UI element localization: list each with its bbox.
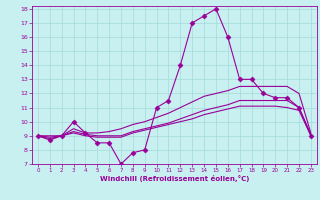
X-axis label: Windchill (Refroidissement éolien,°C): Windchill (Refroidissement éolien,°C): [100, 175, 249, 182]
